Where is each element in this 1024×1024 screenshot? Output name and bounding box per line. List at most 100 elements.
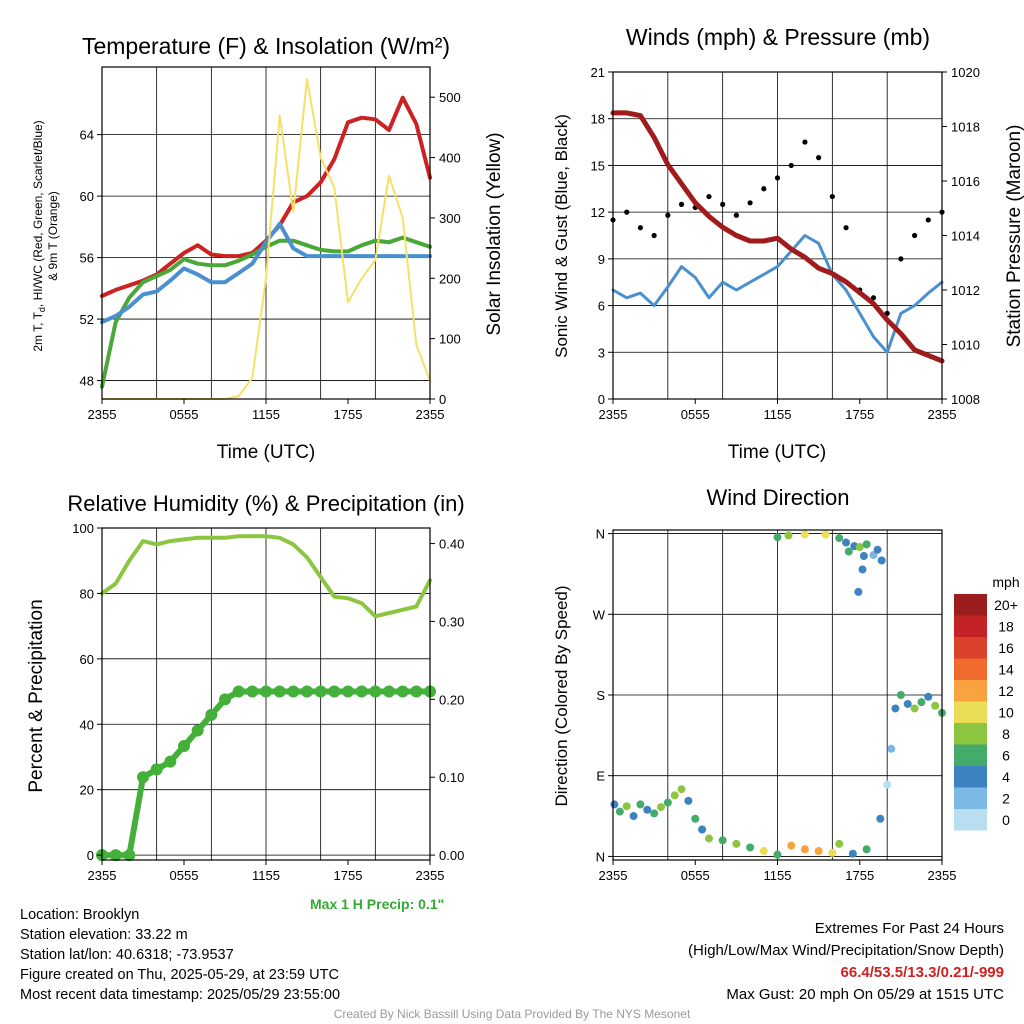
x-tick-label: 2355 bbox=[599, 407, 628, 422]
direction-point bbox=[924, 692, 933, 701]
direction-point bbox=[759, 847, 768, 856]
precip-point bbox=[342, 685, 354, 698]
direction-point bbox=[800, 530, 809, 539]
direction-point bbox=[784, 531, 793, 540]
precip-point bbox=[137, 771, 149, 784]
legend-label: 12 bbox=[998, 683, 1014, 699]
direction-point bbox=[835, 839, 844, 848]
legend-label: 8 bbox=[1002, 726, 1010, 742]
precip-point bbox=[273, 685, 286, 698]
x-tick-label: 1755 bbox=[334, 868, 363, 883]
y2-tick-label: 200 bbox=[439, 271, 461, 286]
direction-point bbox=[800, 845, 809, 854]
precip-point bbox=[109, 849, 122, 862]
y-tick-label: S bbox=[596, 688, 605, 703]
winds-xlabel: Time (UTC) bbox=[728, 442, 827, 463]
direction-point bbox=[773, 533, 782, 542]
direction-point bbox=[877, 556, 886, 565]
direction-point bbox=[787, 841, 796, 850]
y-tick-label: 12 bbox=[591, 205, 605, 220]
winds-series bbox=[610, 110, 945, 364]
direction-point bbox=[670, 791, 679, 800]
y2-tick-label: 0.10 bbox=[439, 770, 464, 785]
humidity-x-ticks: 2355 0555 1155 1755 2355 bbox=[88, 860, 444, 883]
direction-ylabel: Direction (Colored By Speed) bbox=[552, 585, 571, 806]
gust-point bbox=[747, 200, 753, 206]
direction-point bbox=[855, 543, 864, 552]
direction-point bbox=[848, 849, 857, 858]
y2-tick-label: 0.40 bbox=[439, 537, 464, 552]
direction-point bbox=[636, 800, 645, 809]
precip-point bbox=[383, 685, 395, 698]
winds-y-ticks: 0 3 6 9 12 15 18 21 bbox=[591, 65, 613, 407]
legend-label: 20+ bbox=[994, 597, 1018, 613]
direction-x-ticks: 2355 0555 1155 1755 2355 bbox=[599, 860, 956, 883]
winds-title: Winds (mph) & Pressure (mb) bbox=[626, 24, 930, 50]
direction-series bbox=[610, 530, 946, 859]
direction-point bbox=[854, 587, 863, 596]
speed-legend: 20+ 18 16 14 12 10 8 6 4 2 0 bbox=[954, 594, 1018, 831]
x-tick-label: 2355 bbox=[928, 407, 957, 422]
legend-swatch bbox=[954, 658, 987, 680]
direction-point bbox=[842, 538, 851, 547]
gust-point bbox=[816, 155, 822, 161]
direction-point bbox=[835, 534, 844, 543]
legend-label: 14 bbox=[998, 662, 1014, 678]
extremes-title: Extremes For Past 24 Hours bbox=[814, 920, 1004, 937]
direction-y-ticks: N E S W N bbox=[593, 527, 613, 864]
direction-point bbox=[643, 805, 652, 814]
location-text: Location: Brooklyn bbox=[20, 907, 140, 923]
direction-point bbox=[891, 704, 900, 713]
temperature-y2-ticks: 0 100 200 300 400 500 bbox=[430, 90, 461, 407]
direction-point bbox=[732, 839, 741, 848]
precip-point bbox=[232, 685, 245, 698]
direction-point bbox=[876, 814, 885, 823]
winds-series-line-0 bbox=[611, 234, 944, 354]
y-tick-label: 100 bbox=[72, 521, 94, 536]
y2-tick-label: 0 bbox=[439, 392, 446, 407]
y-tick-label: 60 bbox=[80, 189, 94, 204]
credit-text: Created By Nick Bassill Using Data Provi… bbox=[333, 1007, 691, 1021]
y-tick-label: N bbox=[596, 849, 605, 864]
legend-label: 6 bbox=[1002, 748, 1010, 764]
direction-title: Wind Direction bbox=[706, 485, 849, 510]
direction-point bbox=[629, 812, 638, 821]
winds-panel: Winds (mph) & Pressure (mb) 0 3 6 9 12 15 18 21… bbox=[552, 24, 1024, 463]
y2-tick-label: 0.00 bbox=[439, 848, 464, 863]
gust-point bbox=[706, 193, 712, 200]
y2-tick-label: 500 bbox=[439, 90, 461, 105]
precip-point bbox=[328, 685, 341, 698]
temperature-grid bbox=[102, 67, 430, 399]
legend-label: 2 bbox=[1002, 791, 1010, 807]
latlon-text: Station lat/lon: 40.6318; -73.9537 bbox=[20, 947, 234, 963]
extremes-values: 66.4/53.5/13.3/0.21/-999 bbox=[840, 964, 1004, 981]
y-tick-label: 9 bbox=[598, 252, 605, 267]
legend-swatch bbox=[954, 787, 987, 809]
gust-point bbox=[733, 212, 739, 218]
direction-point bbox=[887, 744, 896, 753]
y2-tick-label: 1010 bbox=[951, 338, 980, 353]
y2-tick-label: 1014 bbox=[951, 229, 980, 244]
y-tick-label: 48 bbox=[80, 374, 94, 389]
gust-point bbox=[925, 217, 931, 223]
y2-tick-label: 400 bbox=[439, 151, 461, 166]
legend-swatch bbox=[954, 766, 987, 788]
y2-tick-label: 100 bbox=[439, 332, 461, 347]
recent-text: Most recent data timestamp: 2025/05/29 2… bbox=[20, 987, 341, 1003]
y-tick-label: W bbox=[593, 607, 606, 622]
direction-point bbox=[746, 843, 755, 852]
gust-point bbox=[898, 256, 904, 262]
direction-point bbox=[773, 850, 782, 859]
legend-label: 16 bbox=[998, 640, 1014, 656]
x-tick-label: 1755 bbox=[334, 407, 363, 422]
direction-point bbox=[718, 836, 727, 845]
temperature-panel: Temperature (F) & Insolation (W/m²) 48 52… bbox=[31, 33, 505, 463]
legend-label: 10 bbox=[998, 705, 1014, 721]
max-precip-label: Max 1 H Precip: 0.1" bbox=[310, 896, 445, 912]
winds-y2-ticks: 1008 1010 1012 1014 1016 1018 1020 bbox=[942, 65, 980, 407]
direction-point bbox=[684, 796, 693, 805]
x-tick-label: 2355 bbox=[88, 407, 117, 422]
y-tick-label: 18 bbox=[591, 112, 605, 127]
direction-point bbox=[698, 825, 707, 834]
humidity-series bbox=[96, 534, 436, 862]
